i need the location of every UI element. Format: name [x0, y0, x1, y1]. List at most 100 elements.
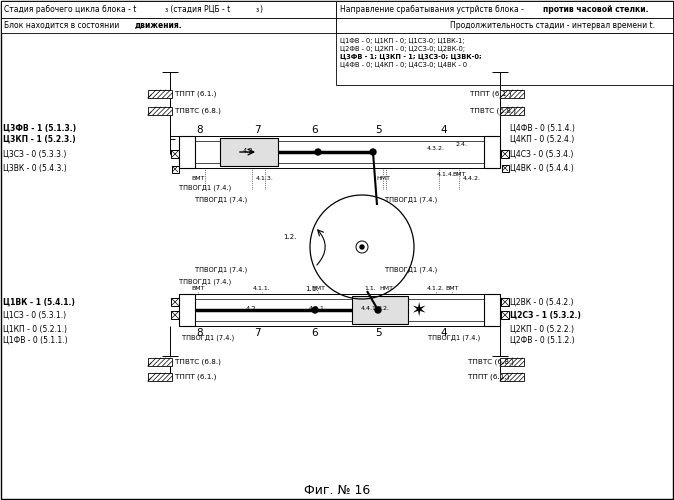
Text: Ц1КП - 0 (5.2.1.): Ц1КП - 0 (5.2.1.)	[3, 324, 67, 334]
Text: 1.1.: 1.1.	[364, 286, 376, 292]
Bar	[1, 1, 336, 18]
Bar	[500, 107, 524, 115]
Text: Ц1ФВ - 0 (5.1.1.): Ц1ФВ - 0 (5.1.1.)	[3, 336, 67, 344]
Circle shape	[312, 307, 318, 313]
Bar	[336, 33, 673, 85]
Text: Ц4ВК - 0 (5.4.4.): Ц4ВК - 0 (5.4.4.)	[510, 164, 574, 172]
Text: 2.4.: 2.4.	[456, 142, 468, 146]
Bar	[172, 166, 179, 173]
Text: 4.4.2.: 4.4.2.	[463, 176, 481, 180]
Text: 4.1.2.: 4.1.2.	[427, 286, 445, 292]
Text: Ц3КП - 1 (5.2.3.): Ц3КП - 1 (5.2.3.)	[3, 134, 75, 143]
Text: ВМТ: ВМТ	[191, 176, 205, 180]
Text: 4.1.1.: 4.1.1.	[253, 286, 271, 292]
Text: Ц2ФВ - 0; Ц2КП - 0; Ц2СЗ-0; Ц2ВК-0;: Ц2ФВ - 0; Ц2КП - 0; Ц2СЗ-0; Ц2ВК-0;	[340, 46, 465, 52]
Bar	[187, 294, 492, 326]
Text: 5: 5	[375, 328, 381, 338]
Text: ): )	[259, 5, 262, 14]
Text: движения.: движения.	[135, 21, 183, 30]
Text: ТПВТС (6.8.): ТПВТС (6.8.)	[175, 108, 221, 114]
Text: (стадия РЦБ - t: (стадия РЦБ - t	[168, 5, 231, 14]
Text: ✶: ✶	[410, 300, 426, 320]
Text: 1.1.: 1.1.	[305, 286, 319, 292]
Text: 4.3.1.: 4.3.1.	[309, 306, 327, 312]
Text: Ц3ВК - 0 (5.4.3.): Ц3ВК - 0 (5.4.3.)	[3, 164, 67, 172]
Circle shape	[360, 245, 364, 249]
Bar	[220, 138, 278, 166]
Text: ТПВОГД1 (7.4.): ТПВОГД1 (7.4.)	[428, 335, 480, 341]
Text: 1.2.: 1.2.	[283, 234, 297, 240]
Text: ТПВОГД1 (7.4.): ТПВОГД1 (7.4.)	[385, 196, 437, 203]
Text: Фиг. № 16: Фиг. № 16	[304, 484, 370, 496]
Text: Продолжительность стадии - интервал времени t.: Продолжительность стадии - интервал врем…	[450, 21, 655, 30]
Text: 4.4.1.: 4.4.1.	[361, 306, 379, 312]
Bar	[501, 150, 509, 158]
Text: 4.3.2.: 4.3.2.	[427, 146, 445, 150]
Text: 7: 7	[253, 328, 260, 338]
Text: Ц3ФВ - 1 (5.1.3.): Ц3ФВ - 1 (5.1.3.)	[3, 124, 76, 132]
Text: ВМТ: ВМТ	[191, 286, 205, 292]
Bar	[171, 311, 179, 319]
Text: ТПВОГД1 (7.4.): ТПВОГД1 (7.4.)	[195, 196, 247, 203]
Text: Ц4СЗ - 0 (5.3.4.): Ц4СЗ - 0 (5.3.4.)	[510, 150, 574, 158]
Text: Стадия рабочего цикла блока - t: Стадия рабочего цикла блока - t	[4, 5, 136, 14]
Circle shape	[375, 307, 381, 313]
Text: ТППТ (6.1.): ТППТ (6.1.)	[468, 374, 510, 380]
Text: 8: 8	[197, 328, 204, 338]
Bar	[171, 150, 179, 158]
Text: ТПВТС (6.8.): ТПВТС (6.8.)	[470, 108, 516, 114]
Bar	[148, 358, 172, 366]
Text: ТПВОГД1 (7.4.): ТПВОГД1 (7.4.)	[179, 184, 231, 191]
Text: Ц4КП - 0 (5.2.4.): Ц4КП - 0 (5.2.4.)	[510, 134, 574, 143]
Text: 6: 6	[311, 125, 318, 135]
Bar	[500, 373, 524, 381]
Text: 5: 5	[375, 125, 381, 135]
Bar	[171, 298, 179, 306]
Text: Ц4ФВ - 0; Ц4КП - 0; Ц4СЗ-0; Ц4ВК - 0: Ц4ФВ - 0; Ц4КП - 0; Ц4СЗ-0; Ц4ВК - 0	[340, 62, 467, 68]
Text: ТППТ (6.1.): ТППТ (6.1.)	[470, 91, 512, 97]
Text: Ц1СЗ - 0 (5.3.1.): Ц1СЗ - 0 (5.3.1.)	[3, 310, 66, 320]
Bar	[500, 90, 524, 98]
Text: ТПВОГД1 (7.4.): ТПВОГД1 (7.4.)	[385, 267, 437, 273]
Circle shape	[315, 149, 321, 155]
Bar	[336, 1, 673, 18]
Text: Ц3СЗ - 0 (5.3.3.): Ц3СЗ - 0 (5.3.3.)	[3, 150, 66, 158]
Text: ТПВОГД1 (7.4.): ТПВОГД1 (7.4.)	[179, 279, 231, 285]
Text: ТППТ (6.1.): ТППТ (6.1.)	[175, 374, 216, 380]
Bar	[179, 136, 195, 168]
Bar	[501, 311, 509, 319]
Text: Ц4ФВ - 0 (5.1.4.): Ц4ФВ - 0 (5.1.4.)	[510, 124, 575, 132]
Text: ТПВТС (6.8.): ТПВТС (6.8.)	[175, 359, 221, 365]
Text: ТПВОГД1 (7.4.): ТПВОГД1 (7.4.)	[182, 335, 234, 341]
Text: НМТ: НМТ	[376, 176, 390, 180]
Bar	[501, 298, 509, 306]
Bar	[148, 373, 172, 381]
Text: ₃: ₃	[256, 5, 259, 14]
Bar	[502, 165, 509, 172]
Text: 8: 8	[197, 125, 204, 135]
Text: Ц2СЗ - 1 (5.3.2.): Ц2СЗ - 1 (5.3.2.)	[510, 310, 581, 320]
Text: ВМТ: ВМТ	[452, 172, 466, 176]
Text: Ц2КП - 0 (5.2.2.): Ц2КП - 0 (5.2.2.)	[510, 324, 574, 334]
Text: Блок находится в состоянии: Блок находится в состоянии	[4, 21, 121, 30]
Text: 6: 6	[311, 328, 318, 338]
Text: 7: 7	[253, 125, 260, 135]
Text: 4.1.4.: 4.1.4.	[437, 172, 455, 176]
Text: Ц2ВК - 0 (5.4.2.): Ц2ВК - 0 (5.4.2.)	[510, 298, 574, 306]
Text: против часовой стелки.: против часовой стелки.	[543, 5, 648, 14]
Bar	[148, 90, 172, 98]
Text: Направление срабатывания устрйств блока -: Направление срабатывания устрйств блока …	[340, 5, 526, 14]
Text: 4.1.3.: 4.1.3.	[256, 176, 274, 180]
Text: 4.2.: 4.2.	[245, 306, 258, 312]
Text: НМТ: НМТ	[379, 286, 393, 292]
Bar	[187, 136, 492, 168]
Bar	[148, 107, 172, 115]
Text: ₃: ₃	[165, 5, 168, 14]
Text: Ц3ФВ - 1; Ц3КП - 1; Ц3СЗ-0; Ц3ВК-0;: Ц3ФВ - 1; Ц3КП - 1; Ц3СЗ-0; Ц3ВК-0;	[340, 54, 482, 60]
Text: 4: 4	[441, 125, 448, 135]
Text: ТПВОГД1 (7.4.): ТПВОГД1 (7.4.)	[195, 267, 247, 273]
Bar	[179, 294, 195, 326]
Bar	[352, 296, 408, 324]
Text: 4.2.: 4.2.	[243, 148, 255, 154]
Bar	[1, 18, 336, 33]
